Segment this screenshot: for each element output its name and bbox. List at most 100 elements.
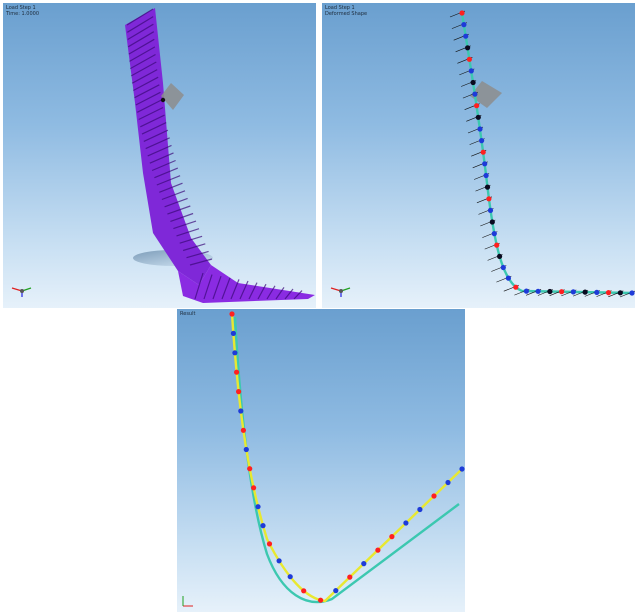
surface-rib xyxy=(156,175,181,186)
node-marker xyxy=(559,289,565,295)
curve-nodes xyxy=(229,311,465,603)
surface-rib xyxy=(130,61,157,77)
node-marker xyxy=(483,172,489,179)
surface-rib xyxy=(133,76,159,92)
node-marker xyxy=(247,466,253,472)
surface-rib xyxy=(257,283,267,300)
coordinate-triad-icon xyxy=(11,287,32,297)
node-marker xyxy=(480,149,486,155)
surface-rib xyxy=(127,23,154,41)
beam-nodes xyxy=(459,10,635,296)
node-marker xyxy=(266,541,273,547)
beam-ticks xyxy=(449,10,635,298)
marker-node xyxy=(160,97,166,103)
node-marker xyxy=(582,289,588,295)
surface-rib xyxy=(161,190,186,201)
surface-rib xyxy=(129,46,156,62)
beam-line xyxy=(460,12,633,295)
surface-rib xyxy=(167,205,191,215)
node-marker xyxy=(251,485,257,491)
node-marker xyxy=(459,10,465,16)
surface-ribs xyxy=(126,8,303,300)
node-marker xyxy=(491,231,497,237)
surface-rib xyxy=(275,287,285,300)
node-marker xyxy=(466,56,472,62)
node-marker xyxy=(497,253,503,259)
node-marker xyxy=(472,91,478,97)
label-line-2: Time: 1.0000 xyxy=(6,11,40,17)
node-marker xyxy=(489,219,495,225)
node-marker xyxy=(486,196,492,202)
surface-rib xyxy=(135,91,161,106)
surface-rib xyxy=(136,99,162,113)
node-marker xyxy=(470,79,476,86)
node-marker xyxy=(594,289,600,295)
node-marker xyxy=(535,288,541,294)
surface-rib xyxy=(143,129,169,142)
node-marker xyxy=(547,288,553,295)
surface-rib xyxy=(248,282,258,300)
node-marker xyxy=(484,184,491,190)
plane-marker-icon xyxy=(161,83,184,110)
surface-rib xyxy=(182,243,206,252)
coordinate-triad-icon xyxy=(182,596,193,607)
node-marker xyxy=(403,520,409,526)
node-marker xyxy=(477,126,483,132)
surface-rib xyxy=(176,228,200,237)
viewport-beam[interactable]: Load Step 1 Deformed Shape xyxy=(322,3,635,308)
surface-rib xyxy=(134,84,160,99)
surface-rib xyxy=(266,285,276,300)
surface-rib xyxy=(128,38,155,55)
surface-model xyxy=(125,8,315,303)
beam-model xyxy=(449,10,635,298)
node-marker xyxy=(234,369,240,375)
node-marker xyxy=(570,289,576,295)
surface-rib xyxy=(293,290,303,300)
node-marker xyxy=(482,161,488,167)
surface-horizontal-part xyxy=(178,265,315,303)
node-marker xyxy=(505,275,511,281)
coordinate-triad-icon xyxy=(330,287,351,297)
viewport-curves[interactable]: Result xyxy=(177,309,465,612)
surface-rib xyxy=(170,212,194,222)
node-marker xyxy=(487,207,494,213)
node-marker xyxy=(230,330,236,336)
node-marker xyxy=(243,446,249,453)
surface-rib xyxy=(145,137,170,150)
surface-rib xyxy=(140,114,165,128)
node-marker xyxy=(333,588,339,594)
node-marker xyxy=(255,504,261,510)
node-marker xyxy=(629,290,635,296)
node-marker xyxy=(361,561,367,567)
node-marker xyxy=(468,68,474,74)
viewport-label: Load Step 1 Deformed Shape xyxy=(325,5,367,17)
curves-model xyxy=(229,311,465,604)
node-marker xyxy=(474,103,480,109)
node-marker xyxy=(465,45,471,51)
surface-rib xyxy=(141,122,167,135)
surface-rib xyxy=(154,167,179,179)
node-marker xyxy=(260,523,266,529)
surface-rib xyxy=(159,182,183,193)
surface-rib xyxy=(221,277,231,300)
surface-rib xyxy=(173,220,197,230)
node-marker xyxy=(375,547,381,553)
node-marker xyxy=(287,574,293,580)
surface-rib xyxy=(131,69,158,84)
surface-rib xyxy=(189,258,213,266)
node-marker xyxy=(523,288,529,294)
viewport-surface[interactable]: Load Step 1 Time: 1.0000 xyxy=(3,3,316,308)
node-marker xyxy=(461,22,467,28)
node-marker xyxy=(276,558,282,564)
surface-rib xyxy=(130,53,156,70)
curve-teal xyxy=(233,316,460,604)
label-line-1: Result xyxy=(180,311,196,317)
surface-rib xyxy=(194,272,204,300)
surface-rib xyxy=(147,144,172,157)
surface-rib xyxy=(284,288,294,300)
node-marker xyxy=(240,427,246,433)
surface-rib xyxy=(186,250,209,259)
label-line-2: Deformed Shape xyxy=(325,11,368,17)
surface-rib xyxy=(239,280,249,300)
node-marker xyxy=(617,290,623,296)
